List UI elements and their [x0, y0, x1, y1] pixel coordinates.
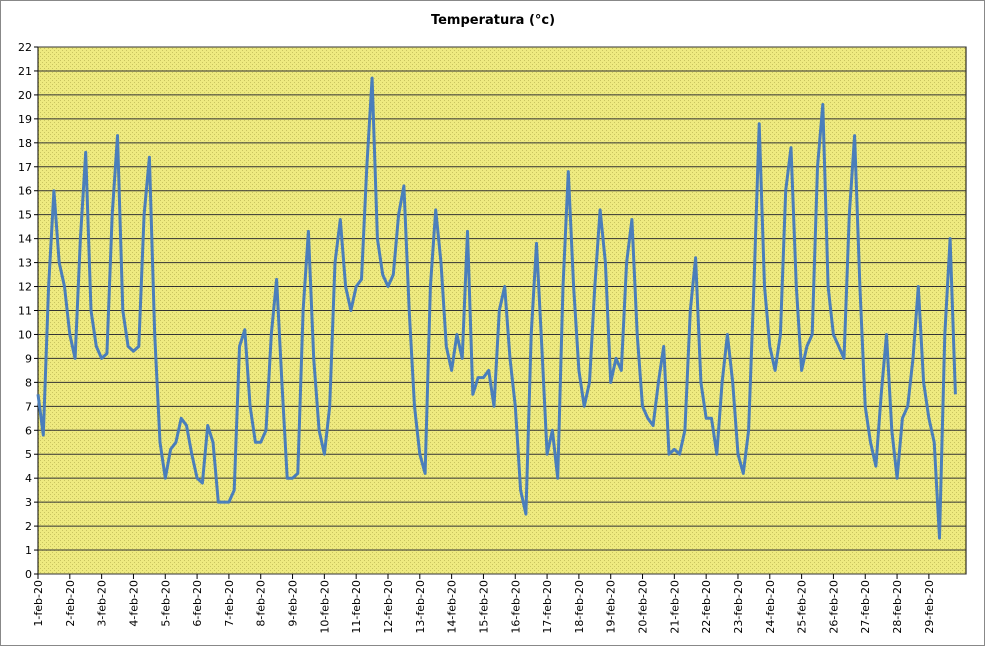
x-tick-label: 2-feb-20 — [64, 580, 77, 627]
y-tick-label: 7 — [25, 400, 32, 413]
chart-title: Temperatura (°c) — [431, 13, 555, 28]
x-tick-label: 21-feb-20 — [668, 580, 681, 634]
x-tick-label: 9-feb-20 — [287, 580, 300, 627]
y-tick-label: 5 — [25, 448, 32, 461]
y-tick-label: 1 — [25, 544, 32, 557]
y-tick-label: 6 — [25, 424, 32, 437]
y-tick-label: 3 — [25, 496, 32, 509]
y-tick-label: 14 — [18, 233, 32, 246]
y-tick-label: 19 — [18, 113, 32, 126]
x-tick-label: 13-feb-20 — [414, 580, 427, 634]
x-tick-label: 22-feb-20 — [700, 580, 713, 634]
x-tick-label: 20-feb-20 — [637, 580, 650, 634]
y-tick-label: 9 — [25, 352, 32, 365]
x-tick-label: 19-feb-20 — [605, 580, 618, 634]
y-tick-label: 8 — [25, 376, 32, 389]
y-tick-label: 13 — [18, 257, 32, 270]
x-tick-label: 6-feb-20 — [191, 580, 204, 627]
x-tick-label: 7-feb-20 — [223, 580, 236, 627]
x-tick-label: 25-feb-20 — [796, 580, 809, 634]
x-tick-label: 24-feb-20 — [764, 580, 777, 634]
x-tick-label: 15-feb-20 — [477, 580, 490, 634]
y-tick-label: 18 — [18, 137, 32, 150]
x-tick-label: 8-feb-20 — [255, 580, 268, 627]
y-tick-label: 10 — [18, 328, 32, 341]
y-tick-label: 15 — [18, 209, 32, 222]
x-tick-label: 16-feb-20 — [509, 580, 522, 634]
x-tick-label: 3-feb-20 — [96, 580, 109, 627]
y-tick-label: 0 — [25, 568, 32, 581]
y-tick-label: 2 — [25, 520, 32, 533]
y-tick-label: 20 — [18, 89, 32, 102]
line-series — [36, 76, 957, 540]
x-tick-label: 29-feb-20 — [923, 580, 936, 634]
x-tick-label: 5-feb-20 — [159, 580, 172, 627]
x-tick-label: 10-feb-20 — [318, 580, 331, 634]
x-tick-label: 12-feb-20 — [382, 580, 395, 634]
x-tick-label: 11-feb-20 — [350, 580, 363, 634]
y-tick-label: 16 — [18, 185, 32, 198]
x-tick-label: 14-feb-20 — [446, 580, 459, 634]
x-tick-label: 1-feb-20 — [32, 580, 45, 627]
x-tick-label: 17-feb-20 — [541, 580, 554, 634]
x-tick-label: 4-feb-20 — [127, 580, 140, 627]
x-tick-label: 26-feb-20 — [827, 580, 840, 634]
y-tick-label: 17 — [18, 161, 32, 174]
y-tick-label: 12 — [18, 281, 32, 294]
y-tick-label: 22 — [18, 41, 32, 54]
x-tick-label: 27-feb-20 — [859, 580, 872, 634]
x-tick-label: 28-feb-20 — [891, 580, 904, 634]
x-tick-label: 23-feb-20 — [732, 580, 745, 634]
y-tick-label: 4 — [25, 472, 32, 485]
y-tick-label: 11 — [18, 305, 32, 318]
y-tick-label: 21 — [18, 65, 32, 78]
x-tick-label: 18-feb-20 — [573, 580, 586, 634]
